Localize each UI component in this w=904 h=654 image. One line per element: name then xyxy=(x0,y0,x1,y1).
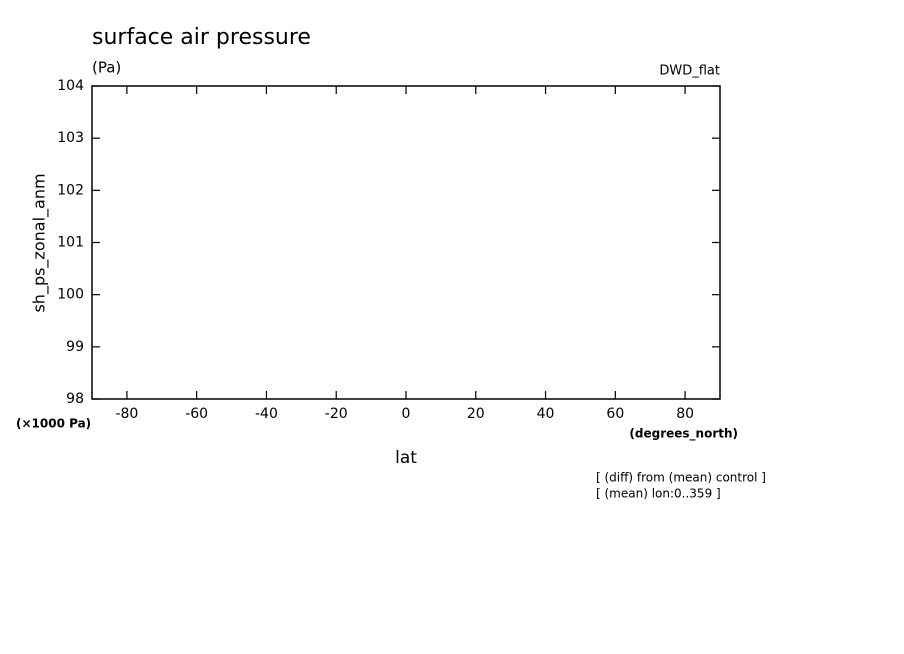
y-axis-label: sh_ps_zonal_anm xyxy=(30,173,50,312)
y-tick-label: 103 xyxy=(57,130,84,146)
y-tick-label: 99 xyxy=(66,339,84,355)
x-tick-label: 80 xyxy=(676,406,694,422)
y-tick-label: 101 xyxy=(57,235,84,251)
x-tick-label: 40 xyxy=(537,406,555,422)
y-tick-label: 104 xyxy=(57,78,84,94)
dataset-label: DWD_flat xyxy=(659,64,720,79)
x-units: (degrees_north) xyxy=(629,427,738,442)
x-tick-label: 60 xyxy=(606,406,624,422)
y-tick-label: 98 xyxy=(66,391,84,407)
note: [ (mean) lon:0..359 ] xyxy=(596,487,721,501)
chart-title: surface air pressure xyxy=(92,25,311,50)
x-tick-label: -20 xyxy=(325,406,348,422)
note: [ (diff) from (mean) control ] xyxy=(596,471,766,485)
x-tick-label: -80 xyxy=(115,406,138,422)
y-tick-label: 100 xyxy=(57,287,84,303)
units: (Pa) xyxy=(92,59,121,77)
x-tick-label: 0 xyxy=(402,406,411,422)
x-tick-label: 20 xyxy=(467,406,485,422)
x-axis-label: lat xyxy=(395,448,417,468)
y-tick-label: 102 xyxy=(57,182,84,198)
y-scale-label: (×1000 Pa) xyxy=(16,417,91,431)
x-tick-label: -40 xyxy=(255,406,278,422)
x-tick-label: -60 xyxy=(185,406,208,422)
